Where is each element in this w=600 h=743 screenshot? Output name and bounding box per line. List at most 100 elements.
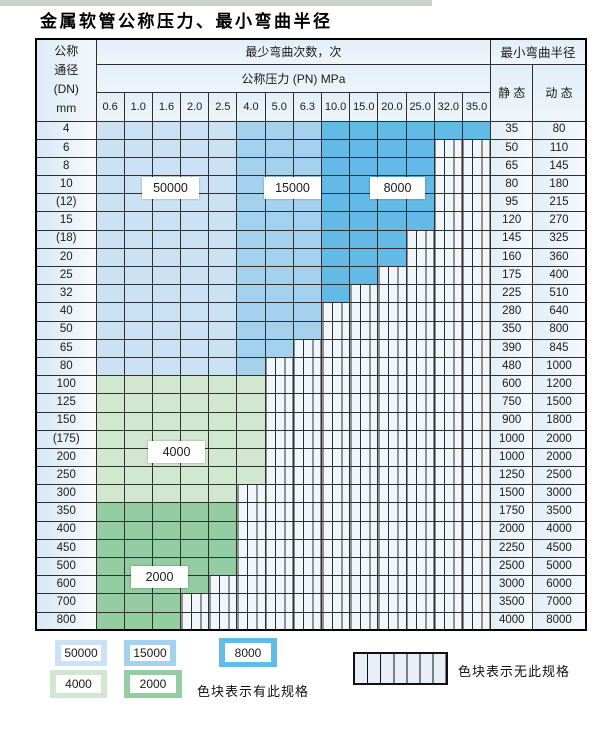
legend-value: 2000 xyxy=(130,675,176,693)
no-spec-cell xyxy=(320,338,351,358)
spec-cell xyxy=(180,120,210,140)
spec-cell xyxy=(151,611,182,631)
spec-cell xyxy=(95,447,125,468)
pressure-header-cell: 5.0 xyxy=(264,91,294,122)
no-spec-cell xyxy=(349,484,379,504)
table-row: 50 350 800 xyxy=(35,320,587,340)
static-column-header: 静 态 xyxy=(490,63,534,122)
static-radius-cell: 280 xyxy=(490,302,534,322)
spec-cell xyxy=(236,211,266,231)
no-spec-cell xyxy=(377,556,407,577)
spec-cell xyxy=(208,411,238,431)
spec-cell xyxy=(123,265,153,286)
spec-cell xyxy=(377,247,407,268)
no-spec-cell xyxy=(349,593,379,613)
no-spec-cell xyxy=(292,502,323,522)
static-radius-cell: 2500 xyxy=(490,556,534,577)
pressure-header-cell: 2.0 xyxy=(180,91,210,122)
pressure-header-cell: 0.6 xyxy=(95,91,125,122)
static-radius-cell: 480 xyxy=(490,356,534,377)
no-spec-cell xyxy=(433,138,463,158)
spec-cell xyxy=(180,411,210,431)
spec-cell xyxy=(180,502,210,522)
dn-cell: 150 xyxy=(35,411,97,431)
table-row: 250 1250 2500 xyxy=(35,466,587,486)
dn-cell: 400 xyxy=(35,520,97,540)
table-row: 80 480 1000 xyxy=(35,356,587,377)
no-spec-cell xyxy=(236,538,266,559)
no-spec-cell xyxy=(405,520,435,540)
spec-cell xyxy=(349,211,379,231)
dynamic-radius-cell: 145 xyxy=(532,156,587,177)
static-radius-cell: 50 xyxy=(490,138,534,158)
table-row: 8 65 145 xyxy=(35,156,587,177)
table-row: 65 390 845 xyxy=(35,338,587,358)
spec-cell xyxy=(292,138,323,158)
spec-cell xyxy=(180,211,210,231)
radius-header: 最小弯曲半径 xyxy=(490,38,587,65)
no-spec-cell xyxy=(320,556,351,577)
spec-cell xyxy=(208,356,238,377)
no-spec-cell xyxy=(349,447,379,468)
legend-unavailable-text: 色块表示无此规格 xyxy=(458,664,571,679)
no-spec-cell xyxy=(433,393,463,413)
spec-cell xyxy=(151,338,182,358)
no-spec-cell xyxy=(377,265,407,286)
no-spec-cell xyxy=(405,611,435,631)
spec-cell xyxy=(123,375,153,395)
spec-cell xyxy=(180,229,210,249)
no-spec-cell xyxy=(405,284,435,304)
no-spec-cell xyxy=(377,338,407,358)
legend-value: 50000 xyxy=(61,645,101,661)
dynamic-radius-cell: 360 xyxy=(532,247,587,268)
spec-cell xyxy=(180,156,210,177)
no-spec-cell xyxy=(320,538,351,559)
spec-cell xyxy=(320,138,351,158)
spec-cell xyxy=(123,538,153,559)
no-spec-cell xyxy=(264,393,294,413)
no-spec-cell xyxy=(461,320,492,340)
dynamic-radius-cell: 2500 xyxy=(532,466,587,486)
no-spec-cell xyxy=(320,447,351,468)
spec-cell xyxy=(151,375,182,395)
table-row: 300 1500 3000 xyxy=(35,484,587,504)
spec-cell xyxy=(349,120,379,140)
spec-cell xyxy=(123,156,153,177)
no-spec-cell xyxy=(433,502,463,522)
pressure-header-cell: 20.0 xyxy=(377,91,407,122)
corner-line: 通径 xyxy=(54,63,79,78)
legend-swatch-15000: 15000 xyxy=(124,640,176,666)
legend-available-text: 色块表示有此规格 xyxy=(197,684,310,699)
no-spec-cell xyxy=(433,320,463,340)
spec-cell xyxy=(151,356,182,377)
spec-cell xyxy=(208,247,238,268)
spec-cell xyxy=(180,338,210,358)
no-spec-cell xyxy=(405,356,435,377)
dynamic-column-header: 动 态 xyxy=(532,63,587,122)
spec-cell xyxy=(123,593,153,613)
spec-cell xyxy=(208,447,238,468)
static-radius-cell: 65 xyxy=(490,156,534,177)
spec-cell xyxy=(180,484,210,504)
dynamic-radius-cell: 1800 xyxy=(532,411,587,431)
table-row: 20 160 360 xyxy=(35,247,587,268)
dynamic-radius-cell: 3500 xyxy=(532,502,587,522)
table-row: 125 750 1500 xyxy=(35,393,587,413)
table-row: (175) 1000 2000 xyxy=(35,429,587,449)
spec-cell xyxy=(320,175,351,195)
table-row: 150 900 1800 xyxy=(35,411,587,431)
spec-cell xyxy=(208,466,238,486)
dynamic-radius-cell: 215 xyxy=(532,193,587,213)
no-spec-cell xyxy=(264,411,294,431)
no-spec-cell xyxy=(264,593,294,613)
spec-cell xyxy=(377,156,407,177)
spec-cell xyxy=(320,265,351,286)
spec-cell xyxy=(95,484,125,504)
spec-cell xyxy=(236,375,266,395)
spec-cell xyxy=(461,120,492,140)
spec-cell xyxy=(123,520,153,540)
no-spec-cell xyxy=(292,520,323,540)
no-spec-cell xyxy=(264,375,294,395)
spec-cell xyxy=(236,265,266,286)
